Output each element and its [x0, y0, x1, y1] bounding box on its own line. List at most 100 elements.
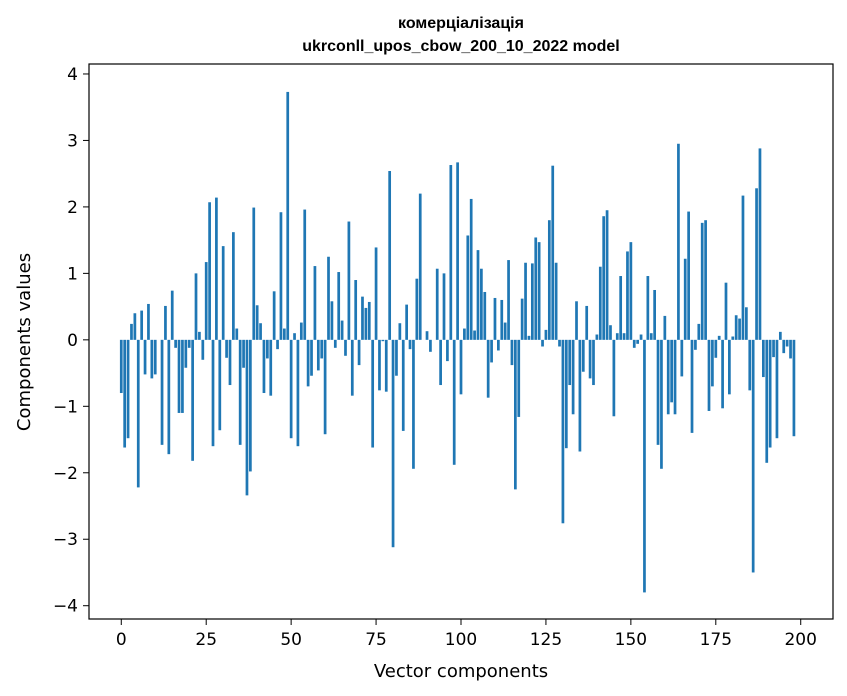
- bar: [272, 291, 276, 340]
- bar: [425, 331, 429, 340]
- y-tick-label: 3: [67, 131, 78, 151]
- bar: [772, 339, 775, 358]
- bar: [622, 333, 626, 340]
- bar: [530, 263, 534, 340]
- bar: [286, 91, 290, 340]
- bar: [119, 339, 123, 394]
- bar: [646, 276, 650, 340]
- bar: [456, 162, 459, 340]
- bar: [446, 339, 449, 362]
- bar: [466, 235, 470, 340]
- bar: [136, 339, 140, 488]
- bar: [615, 333, 619, 340]
- bar: [408, 339, 412, 350]
- bar: [249, 339, 252, 472]
- bar: [395, 339, 398, 376]
- bar: [588, 339, 592, 379]
- bar: [473, 330, 476, 340]
- bar: [282, 328, 286, 340]
- bar: [476, 250, 480, 340]
- bar: [690, 339, 694, 433]
- bar: [751, 339, 755, 573]
- bar: [602, 216, 606, 340]
- bar: [378, 339, 381, 391]
- bar: [656, 339, 660, 445]
- bar: [683, 258, 687, 340]
- bar: [663, 315, 667, 340]
- bar: [673, 339, 677, 415]
- bar: [333, 339, 337, 348]
- bar: [741, 195, 745, 340]
- bar: [670, 339, 673, 403]
- bar: [568, 339, 572, 386]
- bar: [612, 339, 616, 417]
- bar: [643, 339, 646, 593]
- bar: [276, 339, 279, 350]
- y-tick-label: −1: [53, 397, 78, 417]
- bar: [551, 165, 555, 340]
- bar: [666, 339, 670, 415]
- bar: [782, 339, 786, 354]
- bar: [745, 307, 748, 340]
- bar: [554, 262, 558, 340]
- bar: [361, 296, 364, 340]
- bar: [187, 339, 191, 348]
- bar: [792, 339, 796, 437]
- bar: [619, 276, 623, 340]
- bar: [299, 322, 303, 340]
- bar: [694, 339, 697, 350]
- bar: [653, 289, 656, 340]
- bar: [520, 298, 524, 340]
- bar: [340, 320, 344, 340]
- y-axis-title: Components values: [14, 253, 35, 431]
- bar: [235, 328, 239, 340]
- bar: [503, 322, 507, 340]
- bar: [208, 202, 211, 340]
- bar: [143, 339, 147, 375]
- x-tick-label: 75: [365, 630, 387, 650]
- y-tick-label: 2: [67, 198, 78, 218]
- bar: [507, 260, 510, 340]
- bar: [734, 315, 738, 340]
- bar: [221, 246, 225, 340]
- bar: [191, 339, 194, 461]
- bar: [215, 197, 218, 340]
- bar: [177, 339, 181, 413]
- bar: [367, 301, 371, 340]
- bar: [581, 339, 585, 372]
- bar: [534, 237, 538, 340]
- bar: [418, 193, 422, 340]
- bar: [636, 339, 640, 344]
- bar: [707, 339, 711, 411]
- bar: [500, 299, 504, 340]
- bar: [160, 339, 164, 445]
- bar: [293, 333, 296, 340]
- bar: [415, 278, 419, 340]
- bar: [401, 339, 405, 431]
- bar: [449, 165, 453, 340]
- bar: [316, 339, 320, 371]
- bar: [578, 339, 582, 452]
- bar: [731, 336, 735, 340]
- bar: [245, 339, 249, 496]
- x-tick-label: 175: [700, 630, 732, 650]
- bar: [639, 334, 643, 340]
- x-tick-label: 25: [195, 630, 217, 650]
- bar: [687, 211, 690, 340]
- bar: [174, 339, 177, 348]
- bar: [626, 251, 629, 340]
- bar: [724, 282, 728, 340]
- bar: [218, 339, 222, 431]
- bar: [721, 339, 724, 409]
- bar: [439, 339, 442, 386]
- bar: [514, 339, 517, 490]
- bar: [541, 339, 544, 347]
- x-tick-label: 0: [116, 630, 127, 650]
- bar: [296, 339, 300, 447]
- chart-title: комерціалізація: [398, 15, 524, 32]
- bar: [592, 339, 595, 386]
- bar: [517, 339, 521, 417]
- bar: [561, 339, 565, 524]
- bar: [164, 305, 167, 340]
- bar: [490, 339, 493, 363]
